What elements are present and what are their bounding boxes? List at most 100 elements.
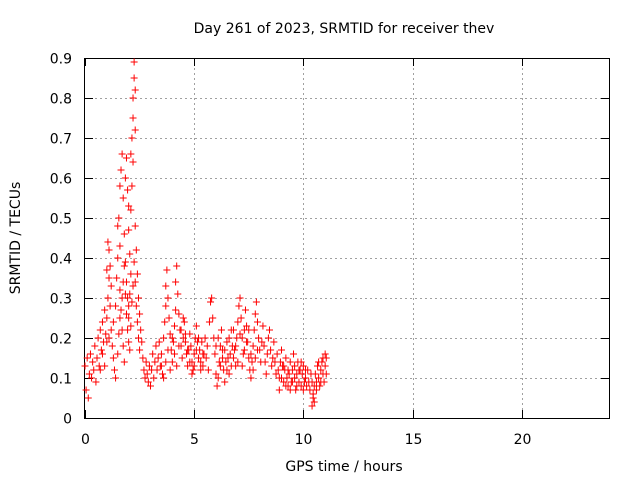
data-point bbox=[139, 354, 147, 362]
data-point bbox=[251, 354, 259, 362]
data-point bbox=[252, 298, 260, 306]
data-point bbox=[243, 322, 251, 330]
data-point bbox=[196, 346, 204, 354]
data-point bbox=[262, 370, 270, 378]
data-point bbox=[130, 58, 138, 66]
data-point bbox=[291, 362, 299, 370]
data-point bbox=[152, 342, 160, 350]
data-point bbox=[131, 222, 139, 230]
data-point bbox=[236, 294, 244, 302]
data-point bbox=[222, 358, 230, 366]
data-point bbox=[238, 362, 246, 370]
data-point bbox=[161, 318, 169, 326]
data-point bbox=[236, 330, 244, 338]
data-point bbox=[188, 370, 196, 378]
data-point bbox=[249, 342, 257, 350]
data-point bbox=[130, 74, 138, 82]
data-point bbox=[86, 350, 94, 358]
data-point bbox=[198, 338, 206, 346]
data-point bbox=[108, 342, 116, 350]
data-point bbox=[117, 166, 125, 174]
data-point bbox=[214, 334, 222, 342]
data-point bbox=[179, 314, 187, 322]
data-point bbox=[306, 386, 314, 394]
data-point bbox=[129, 114, 137, 122]
data-point bbox=[248, 358, 256, 366]
data-point bbox=[109, 354, 117, 362]
data-point bbox=[317, 366, 325, 374]
data-point bbox=[284, 366, 292, 374]
data-point bbox=[245, 354, 253, 362]
data-point bbox=[131, 278, 139, 286]
data-point bbox=[247, 374, 255, 382]
data-point bbox=[181, 330, 189, 338]
data-point bbox=[162, 358, 170, 366]
data-point bbox=[293, 382, 301, 390]
data-point bbox=[92, 378, 100, 386]
data-point bbox=[219, 354, 227, 362]
data-point bbox=[175, 342, 183, 350]
data-point bbox=[157, 350, 165, 358]
data-point bbox=[115, 214, 123, 222]
data-point bbox=[120, 262, 128, 270]
data-point bbox=[98, 350, 106, 358]
data-point bbox=[103, 266, 111, 274]
data-point bbox=[189, 366, 197, 374]
data-point bbox=[221, 346, 229, 354]
data-point bbox=[127, 322, 135, 330]
data-point bbox=[90, 366, 98, 374]
data-point bbox=[303, 382, 311, 390]
data-point bbox=[93, 354, 101, 362]
data-point bbox=[121, 290, 129, 298]
data-point bbox=[183, 350, 191, 358]
y-tick-label: 0.7 bbox=[50, 132, 72, 148]
data-point bbox=[204, 366, 212, 374]
data-point bbox=[105, 246, 113, 254]
x-tick-label: 5 bbox=[190, 432, 199, 448]
data-point bbox=[114, 254, 122, 262]
data-point bbox=[84, 394, 92, 402]
data-point bbox=[231, 346, 239, 354]
data-point bbox=[119, 194, 127, 202]
data-point bbox=[245, 326, 253, 334]
data-point bbox=[171, 350, 179, 358]
y-tick-label: 0.8 bbox=[50, 92, 72, 108]
data-point bbox=[137, 326, 145, 334]
data-point bbox=[217, 326, 225, 334]
data-point bbox=[136, 346, 144, 354]
data-point bbox=[115, 330, 123, 338]
data-point bbox=[291, 374, 299, 382]
data-point bbox=[103, 338, 111, 346]
chart-title: Day 261 of 2023, SRMTID for receiver the… bbox=[194, 21, 495, 37]
data-point bbox=[201, 334, 209, 342]
axis-ticks: 0 0.1 0.2 0.3 0.4 0.5 0.6 0.7 0.8 0.9 0 5 10 15 20 bbox=[50, 52, 609, 448]
data-point bbox=[163, 266, 171, 274]
data-point bbox=[205, 318, 213, 326]
data-point bbox=[237, 314, 245, 322]
data-point bbox=[282, 354, 290, 362]
data-point bbox=[278, 346, 285, 354]
data-point bbox=[249, 366, 257, 374]
data-point bbox=[134, 294, 142, 302]
data-point bbox=[125, 202, 133, 210]
data-point bbox=[81, 362, 89, 370]
data-point bbox=[229, 354, 237, 362]
data-point bbox=[109, 318, 117, 326]
data-point bbox=[273, 350, 281, 358]
data-point bbox=[319, 354, 327, 362]
data-point bbox=[160, 334, 168, 342]
data-point bbox=[91, 342, 99, 350]
data-point bbox=[107, 282, 115, 290]
x-tick-label: 20 bbox=[514, 432, 532, 448]
data-point bbox=[140, 366, 148, 374]
data-point bbox=[199, 362, 207, 370]
data-point bbox=[234, 318, 242, 326]
data-points bbox=[81, 58, 330, 410]
data-point bbox=[288, 378, 296, 386]
plot-frame bbox=[84, 58, 610, 419]
data-point bbox=[118, 294, 126, 302]
data-point bbox=[127, 270, 135, 278]
y-tick-label: 0.4 bbox=[50, 252, 72, 268]
data-point bbox=[164, 294, 172, 302]
data-point bbox=[299, 386, 307, 394]
